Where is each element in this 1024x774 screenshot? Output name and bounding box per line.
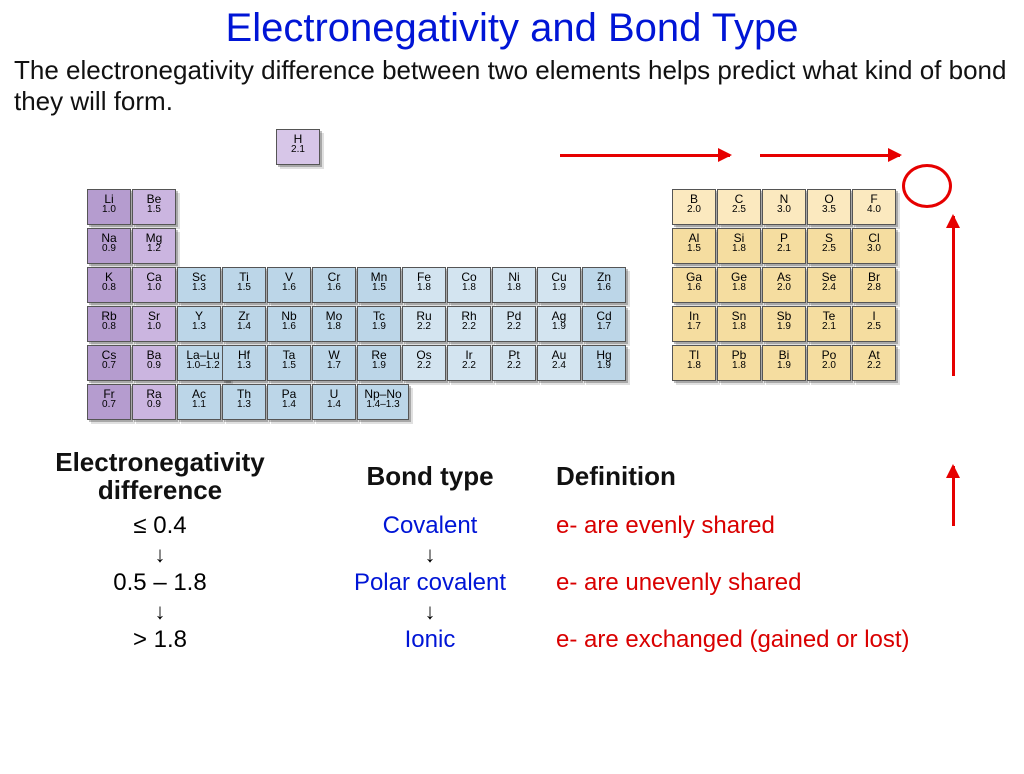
col-header-def: Definition — [550, 461, 1010, 492]
element-cell: U1.4 — [312, 384, 356, 420]
type-row-2: Polar covalent — [310, 569, 550, 597]
element-cell: F4.0 — [852, 189, 896, 225]
element-cell: Ru2.2 — [402, 306, 446, 342]
element-cell: B2.0 — [672, 189, 716, 225]
highlight-circle-icon — [902, 164, 952, 208]
def-row-1: e- are evenly shared — [550, 512, 1010, 540]
element-cell: P2.1 — [762, 228, 806, 264]
down-arrow-icon: ↓ — [10, 605, 310, 618]
element-cell: H2.1 — [276, 129, 320, 165]
element-cell: Pd2.2 — [492, 306, 536, 342]
element-cell: O3.5 — [807, 189, 851, 225]
trend-arrow-icon — [952, 466, 955, 526]
element-cell: Ge1.8 — [717, 267, 761, 303]
element-cell: Ra0.9 — [132, 384, 176, 420]
element-cell: C2.5 — [717, 189, 761, 225]
trend-arrow-icon — [560, 154, 730, 157]
element-cell: Th1.3 — [222, 384, 266, 420]
element-cell: Sc1.3 — [177, 267, 221, 303]
element-cell: Re1.9 — [357, 345, 401, 381]
down-arrow-icon: ↓ — [310, 605, 550, 618]
element-cell: Mn1.5 — [357, 267, 401, 303]
element-cell: Be1.5 — [132, 189, 176, 225]
bond-type-table: Electronegativity difference Bond type D… — [10, 449, 1014, 654]
element-cell: Po2.0 — [807, 345, 851, 381]
element-cell: Hf1.3 — [222, 345, 266, 381]
element-cell: W1.7 — [312, 345, 356, 381]
element-cell: Se2.4 — [807, 267, 851, 303]
element-cell: K0.8 — [87, 267, 131, 303]
type-row-3: Ionic — [310, 626, 550, 654]
element-cell: Rb0.8 — [87, 306, 131, 342]
down-arrow-icon: ↓ — [310, 548, 550, 561]
element-cell: V1.6 — [267, 267, 311, 303]
element-cell: Zr1.4 — [222, 306, 266, 342]
element-cell: Cd1.7 — [582, 306, 626, 342]
element-cell: Sr1.0 — [132, 306, 176, 342]
diff-row-2: 0.5 – 1.8 — [10, 569, 310, 597]
element-cell: Pt2.2 — [492, 345, 536, 381]
element-cell: Nb1.6 — [267, 306, 311, 342]
element-cell: Co1.8 — [447, 267, 491, 303]
element-cell: Rh2.2 — [447, 306, 491, 342]
element-cell: In1.7 — [672, 306, 716, 342]
trend-arrow-icon — [760, 154, 900, 157]
element-cell: Mo1.8 — [312, 306, 356, 342]
element-cell: Ag1.9 — [537, 306, 581, 342]
element-cell: Pa1.4 — [267, 384, 311, 420]
element-cell: Cl3.0 — [852, 228, 896, 264]
subtitle-text: The electronegativity difference between… — [14, 55, 1010, 117]
element-cell: Tc1.9 — [357, 306, 401, 342]
element-cell: Tl1.8 — [672, 345, 716, 381]
element-cell: Br2.8 — [852, 267, 896, 303]
trend-arrow-icon — [952, 216, 955, 376]
element-cell: Te2.1 — [807, 306, 851, 342]
element-cell: Y1.3 — [177, 306, 221, 342]
element-cell: Cs0.7 — [87, 345, 131, 381]
page-title: Electronegativity and Bond Type — [0, 6, 1024, 51]
element-cell: Cu1.9 — [537, 267, 581, 303]
element-cell: Na0.9 — [87, 228, 131, 264]
element-cell: Hg1.9 — [582, 345, 626, 381]
element-cell: Fe1.8 — [402, 267, 446, 303]
element-cell: Zn1.6 — [582, 267, 626, 303]
element-cell: Os2.2 — [402, 345, 446, 381]
type-row-1: Covalent — [310, 512, 550, 540]
element-cell: Ti1.5 — [222, 267, 266, 303]
element-cell: As2.0 — [762, 267, 806, 303]
element-cell: Li1.0 — [87, 189, 131, 225]
element-cell: Si1.8 — [717, 228, 761, 264]
element-cell: Ba0.9 — [132, 345, 176, 381]
element-cell: Np–No1.4–1.3 — [357, 384, 409, 420]
element-cell: Ac1.1 — [177, 384, 221, 420]
element-cell: S2.5 — [807, 228, 851, 264]
element-cell: Fr0.7 — [87, 384, 131, 420]
element-cell: Ca1.0 — [132, 267, 176, 303]
col-header-type: Bond type — [310, 461, 550, 492]
periodic-table-diagram: H2.1 Li1.0Na0.9K0.8Rb0.8Cs0.7Fr0.7 Be1.5Mg… — [22, 123, 1002, 443]
down-arrow-icon: ↓ — [10, 548, 310, 561]
element-cell: Mg1.2 — [132, 228, 176, 264]
element-cell: Cr1.6 — [312, 267, 356, 303]
element-cell: Pb1.8 — [717, 345, 761, 381]
element-cell: Sb1.9 — [762, 306, 806, 342]
element-cell: Ni1.8 — [492, 267, 536, 303]
col-header-diff: Electronegativity difference — [10, 449, 310, 504]
element-cell: Al1.5 — [672, 228, 716, 264]
def-row-2: e- are unevenly shared — [550, 569, 1010, 597]
element-cell: Ir2.2 — [447, 345, 491, 381]
def-row-3: e- are exchanged (gained or lost) — [550, 626, 1010, 654]
diff-row-3: > 1.8 — [10, 626, 310, 654]
element-cell: N3.0 — [762, 189, 806, 225]
element-cell: At2.2 — [852, 345, 896, 381]
element-cell: Au2.4 — [537, 345, 581, 381]
element-cell: I2.5 — [852, 306, 896, 342]
diff-row-1: ≤ 0.4 — [10, 512, 310, 540]
element-cell: Ta1.5 — [267, 345, 311, 381]
element-cell: Bi1.9 — [762, 345, 806, 381]
element-cell: Ga1.6 — [672, 267, 716, 303]
element-cell: Sn1.8 — [717, 306, 761, 342]
